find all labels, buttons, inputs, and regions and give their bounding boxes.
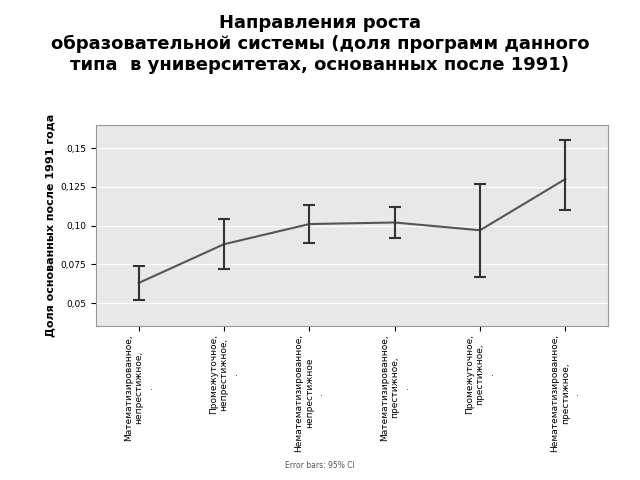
Text: Направления роста
образовательной системы (доля программ данного
типа  в универс: Направления роста образовательной систем…: [51, 14, 589, 74]
Y-axis label: Доля основанных после 1991 года: Доля основанных после 1991 года: [45, 114, 55, 337]
Text: Error bars: 95% CI: Error bars: 95% CI: [285, 461, 355, 470]
